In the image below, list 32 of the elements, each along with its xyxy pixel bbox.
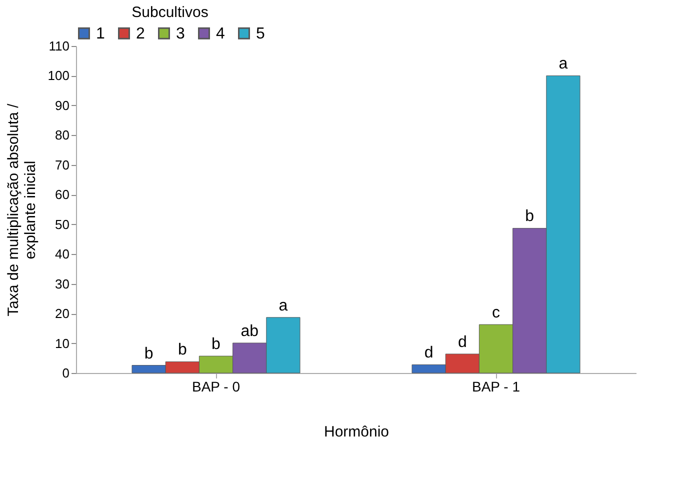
legend-label: 3 [176, 25, 185, 42]
y-tick-label: 80 [55, 128, 70, 143]
y-tick-label: 60 [55, 187, 70, 202]
x-tick-label: BAP - 0 [192, 378, 240, 394]
y-tick-label: 10 [55, 336, 70, 351]
y-tick-label: 20 [55, 306, 70, 322]
data-label: b [525, 208, 534, 226]
y-tick-label: 110 [48, 38, 70, 54]
y-tick-label: 100 [48, 68, 70, 84]
data-label: b [178, 342, 187, 359]
y-tick-label: 40 [55, 246, 70, 262]
legend-title: Subcultivos [132, 4, 208, 21]
x-tick-label: BAP - 1 [472, 378, 520, 394]
legend-label: 2 [136, 25, 145, 42]
data-label: a [278, 297, 288, 314]
y-tick-label: 0 [62, 366, 70, 380]
y-axis-title: Taxa de multiplicação absoluta / explante inicial [4, 102, 39, 316]
data-label: b [144, 345, 154, 362]
data-label: a [558, 56, 568, 73]
data-label: d [458, 334, 467, 351]
data-label: d [424, 344, 434, 362]
legend-label: 4 [216, 25, 225, 42]
data-label: c [492, 304, 500, 322]
data-label: ab [240, 322, 259, 340]
legend-label: 1 [96, 25, 105, 42]
x-axis-title: Hormônio [324, 424, 390, 440]
y-tick-label: 90 [55, 98, 70, 113]
y-tick-label: 70 [55, 157, 70, 172]
data-label: b [212, 336, 221, 354]
y-tick-label: 50 [55, 216, 70, 232]
y-tick-label: 30 [55, 276, 70, 292]
legend-label: 5 [256, 25, 265, 42]
